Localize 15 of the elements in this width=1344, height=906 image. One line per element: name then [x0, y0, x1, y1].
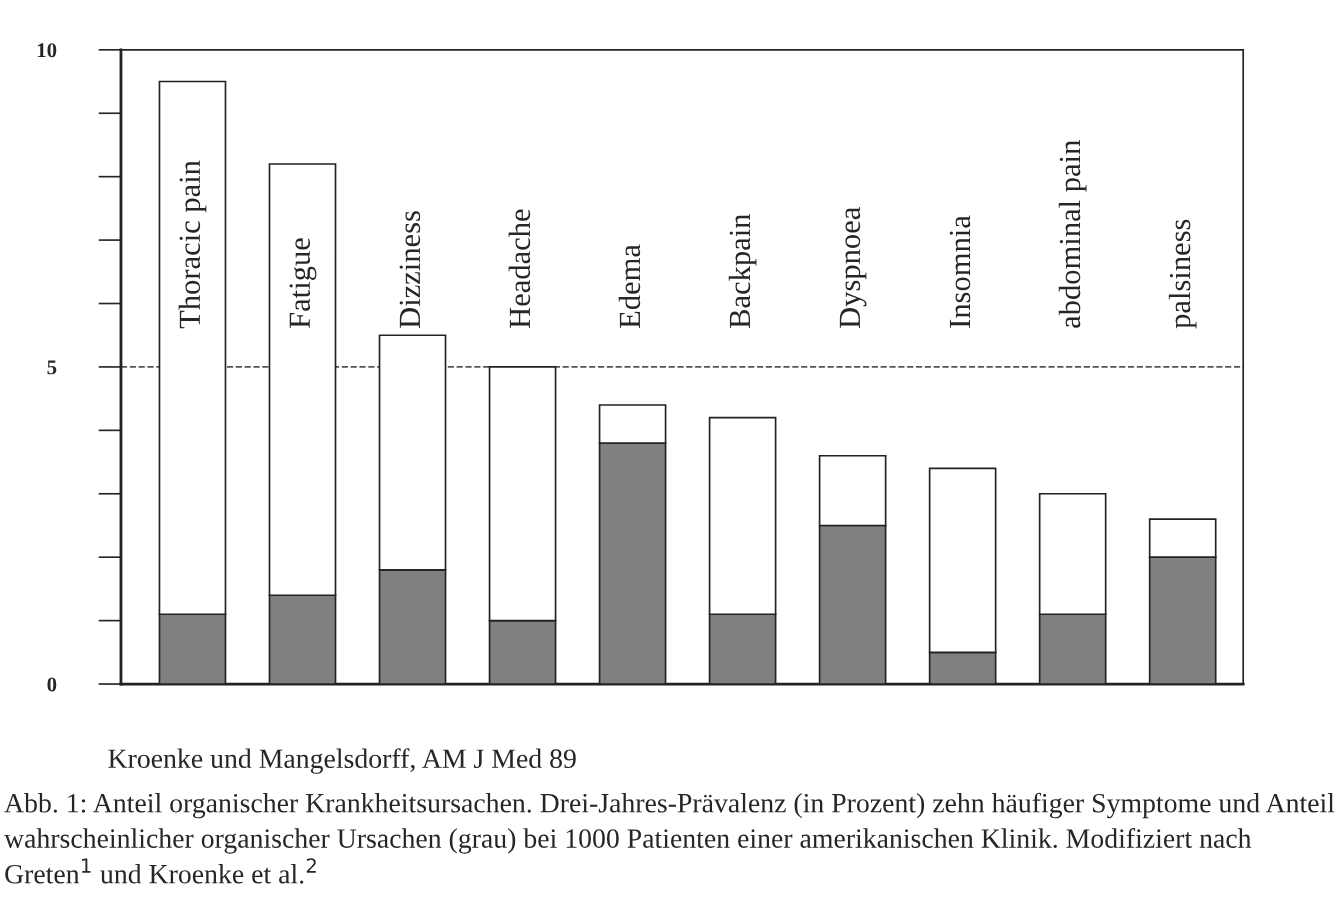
x-tick-label: Backpain — [728, 213, 757, 328]
x-tick-label: Dyspnoea — [839, 207, 867, 328]
caption: Abb. 1: Anteil organischer Krankheitsursachen. Drei-Jahres-Prävalenz (in Prozent) zehn häufiger Symptome und Anteil wahrscheinlicher organischer Ursachen (grau) bei 1000 Patienten einer amerikanischen Klinik. Modifiziert nach Greten$^{1}$ und Kroenke et al.$^{2}$ — [4, 792, 1335, 884]
y-tick-label: 10 — [37, 43, 57, 58]
text: Kroenke und Mangelsdorff, AM J Med 89 — [108, 748, 576, 774]
x-tick-label: Edema — [618, 244, 641, 328]
x-tick-label: Dizziness — [399, 211, 421, 328]
x-tick-label: Thoracic pain — [178, 160, 207, 329]
x-tick-label: Headache — [508, 209, 531, 328]
x-tick-label: Insomnia — [949, 215, 971, 328]
y-tick-label: 0 — [47, 677, 57, 692]
x-tick-label: palsiness — [1168, 219, 1197, 329]
x-tick-label: Fatigue — [289, 238, 317, 328]
y-tick-label: 5 — [47, 360, 57, 375]
x-tick-label: abdominal pain — [1058, 140, 1087, 328]
